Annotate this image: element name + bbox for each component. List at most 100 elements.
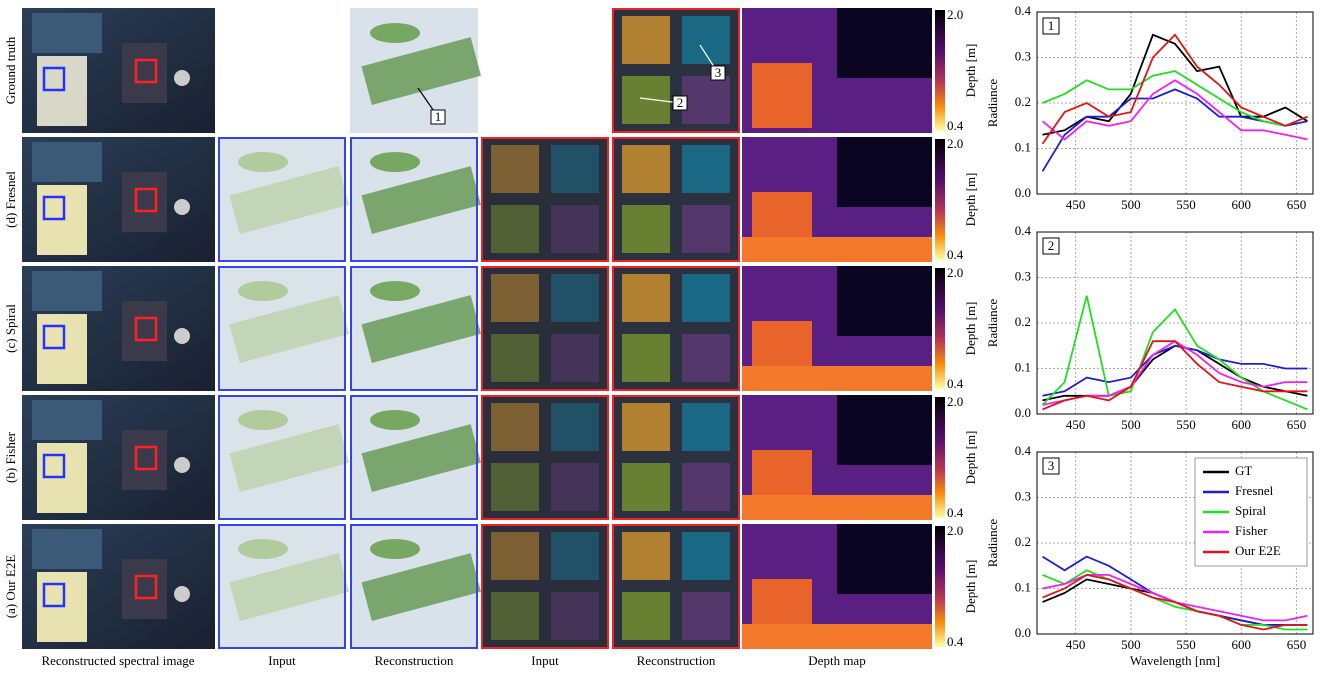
legend-label: Fisher (1235, 523, 1268, 538)
patch (622, 592, 670, 640)
label-band (229, 295, 349, 364)
colorbar-label: Depth [m] (963, 44, 978, 98)
x-tick-label: 650 (1287, 197, 1307, 212)
patch (622, 532, 670, 580)
callout-label: 1 (435, 109, 442, 124)
colorbar-tick-label: 0.4 (947, 247, 964, 262)
column-label: Reconstruction (375, 653, 454, 668)
panel-label-box (1042, 237, 1060, 255)
y-tick-label: 0.4 (1015, 223, 1032, 238)
panel-label-box (1042, 17, 1060, 35)
plot-frame (1036, 231, 1314, 415)
y-tick-label: 0.1 (1015, 139, 1031, 154)
y-tick-label: 0.2 (1015, 534, 1031, 549)
patch (551, 145, 599, 193)
y-tick-label: 0.1 (1015, 579, 1031, 594)
color-chart (122, 172, 167, 232)
depth-bg (837, 395, 932, 465)
series-line (1041, 33, 1308, 145)
color-chart (122, 559, 167, 619)
patch (491, 205, 539, 253)
patch (491, 403, 539, 451)
y-tick-label: 0.4 (1015, 3, 1032, 18)
x-tick-label: 500 (1121, 417, 1141, 432)
series-line (1042, 70, 1308, 127)
leaf (370, 281, 420, 301)
column-label: Reconstruction (637, 653, 716, 668)
crop-border (612, 137, 740, 262)
poster (32, 400, 102, 440)
colorbar (935, 139, 945, 260)
color-chart (122, 301, 167, 361)
leaf (238, 281, 288, 301)
x-tick-label: 500 (1121, 637, 1141, 652)
patch (491, 274, 539, 322)
x-tick-label: 450 (1066, 197, 1086, 212)
leaf (238, 539, 288, 559)
crop-border (350, 524, 478, 649)
patch (682, 403, 730, 451)
crop-border (612, 8, 740, 133)
patch (491, 463, 539, 511)
callout-box (710, 65, 726, 81)
patch (682, 205, 730, 253)
y-tick-label: 0.2 (1015, 314, 1031, 329)
ball (174, 199, 190, 215)
patch (491, 592, 539, 640)
x-tick-label: 550 (1176, 197, 1196, 212)
row-label: (d) Fresnel (3, 171, 18, 228)
label-band (361, 295, 481, 364)
y-tick-label: 0.4 (1015, 443, 1032, 458)
leaf (370, 539, 420, 559)
callout-box (672, 95, 688, 111)
patch (682, 274, 730, 322)
colorbar-label: Depth [m] (963, 431, 978, 485)
label-band (361, 553, 481, 622)
colorbar-tick-label: 0.4 (947, 634, 964, 649)
panel-label: 2 (1048, 238, 1055, 253)
x-tick-label: 550 (1176, 637, 1196, 652)
leaf (370, 23, 420, 43)
series-line (1042, 569, 1308, 631)
poster (32, 13, 102, 53)
depth-bg (837, 266, 932, 336)
y-tick-label: 0.3 (1015, 488, 1031, 503)
y-axis-label: Radiance (985, 299, 1000, 348)
crop-border (481, 266, 609, 391)
column-label: Input (531, 653, 559, 668)
color-chart (122, 430, 167, 490)
crop-border (218, 137, 346, 262)
x-tick-label: 600 (1231, 197, 1251, 212)
callout-label: 2 (677, 95, 684, 110)
callout-box (430, 109, 446, 125)
colorbar (935, 268, 945, 389)
x-tick-label: 600 (1231, 637, 1251, 652)
y-tick-label: 0.2 (1015, 94, 1031, 109)
column-label: Reconstructed spectral image (41, 653, 194, 668)
y-tick-label: 0.0 (1015, 405, 1031, 420)
color-chart (122, 43, 167, 103)
depth-bg (837, 524, 932, 594)
patch (491, 145, 539, 193)
panel-label-box (1042, 457, 1060, 475)
depth-bg (837, 8, 932, 78)
poster (32, 271, 102, 311)
leaf (370, 410, 420, 430)
patch (682, 334, 730, 382)
poster (32, 142, 102, 182)
leaf (238, 152, 288, 172)
series-line (1042, 573, 1308, 631)
crop-border (350, 137, 478, 262)
y-tick-label: 0.0 (1015, 185, 1031, 200)
red-roi (134, 187, 158, 213)
crop-border (612, 395, 740, 520)
row-label: (a) Our E2E (3, 555, 18, 619)
colorbar-label: Depth [m] (963, 560, 978, 614)
label-band (229, 553, 349, 622)
x-tick-label: 450 (1066, 637, 1086, 652)
x-tick-label: 650 (1287, 417, 1307, 432)
crop-border (218, 266, 346, 391)
series-line (1041, 79, 1308, 141)
patch (682, 145, 730, 193)
ball (174, 457, 190, 473)
